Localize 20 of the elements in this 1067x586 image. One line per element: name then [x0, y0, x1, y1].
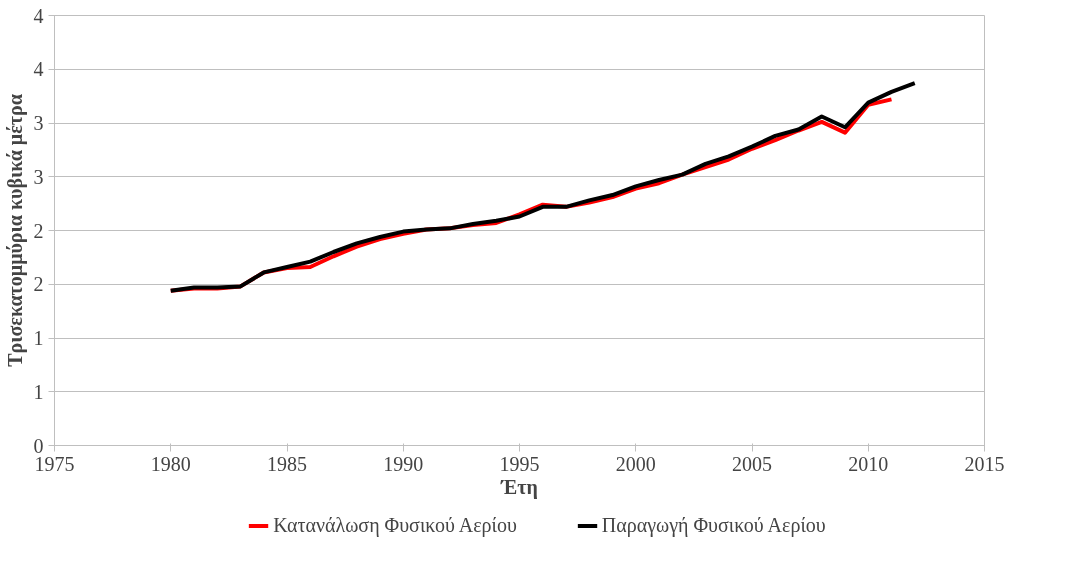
- x-tick-label: 1980: [150, 452, 191, 475]
- y-tick-label: 3: [33, 112, 44, 134]
- y-axis-title: Τρισεκατομμύρια κυβικά μέτρα: [3, 94, 27, 367]
- y-tick-label: 2: [33, 219, 44, 242]
- y-tick-label: 3: [33, 165, 44, 188]
- x-tick-label: 2000: [615, 452, 656, 475]
- legend-label: Κατανάλωση Φυσικού Αερίου: [273, 513, 517, 537]
- x-tick-label: 2010: [848, 452, 889, 475]
- x-axis-title: Έτη: [500, 475, 538, 499]
- x-tick-label: 1990: [383, 452, 424, 475]
- y-tick-label: 4: [33, 58, 44, 81]
- x-tick-label: 2015: [964, 452, 1005, 475]
- x-tick-label: 1985: [267, 452, 307, 475]
- y-tick-label: 4: [33, 4, 44, 27]
- y-tick-label: 2: [33, 273, 44, 296]
- y-tick-label: 1: [33, 380, 44, 403]
- x-tick-label: 1995: [499, 452, 540, 475]
- x-tick-label: 2005: [732, 452, 772, 475]
- y-tick-label: 1: [33, 327, 44, 349]
- legend-label: Παραγωγή Φυσικού Αερίου: [601, 513, 826, 537]
